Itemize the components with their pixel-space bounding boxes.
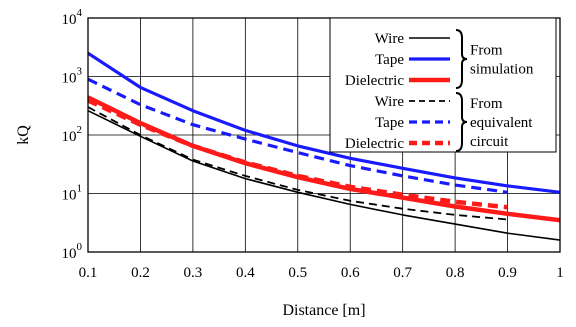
legend-label-tape-circuit: Tape: [375, 115, 404, 131]
legend-entries: Wire Tape Dielectric From simulation Wire Tape…: [345, 29, 534, 152]
legend-group-label-2-line-1: From: [470, 96, 503, 112]
x-tick-label-10: 1: [556, 265, 564, 281]
series-line-wire-circuit: [87, 106, 508, 221]
legend-brace-2: [455, 92, 468, 152]
y-tick-base: 10: [62, 129, 77, 145]
series-line-wire-simulation: [87, 109, 561, 241]
y-tick-exponent: 3: [77, 66, 83, 78]
y-tick-exponent: 4: [77, 7, 83, 19]
x-tick-label-1: 0.1: [79, 265, 98, 281]
legend-label-tape-simulation: Tape: [375, 52, 404, 68]
y-tick-label-2: 101: [62, 183, 83, 204]
y-tick-exponent: 1: [77, 183, 83, 195]
x-tick-label-2: 0.2: [131, 265, 150, 281]
legend-label-wire-simulation: Wire: [375, 31, 405, 47]
y-tick-label-5: 104: [62, 7, 83, 28]
x-tick-label-9: 0.9: [498, 265, 517, 281]
x-tick-label-4: 0.4: [236, 265, 255, 281]
x-tick-labels: 0.1 0.2 0.3 0.4 0.5 0.6 0.7 0.8 0.9 1: [79, 265, 564, 281]
y-tick-label-4: 103: [62, 66, 83, 87]
x-tick-label-6: 0.6: [341, 265, 360, 281]
legend-brace-1: [455, 29, 468, 89]
legend-label-dielectric-simulation: Dielectric: [345, 73, 404, 89]
x-tick-label-5: 0.5: [288, 265, 307, 281]
y-tick-label-3: 102: [62, 124, 83, 145]
series-line-tape-simulation: [87, 51, 561, 194]
legend: Wire Tape Dielectric From simulation Wire Tape…: [329, 17, 557, 153]
y-axis-label: kQ: [15, 125, 32, 145]
legend-label-wire-circuit: Wire: [375, 94, 405, 110]
y-tick-base: 10: [62, 71, 77, 87]
legend-box: [329, 17, 557, 153]
x-axis-label: Distance [m]: [282, 302, 365, 319]
x-tick-label-3: 0.3: [184, 265, 203, 281]
legend-group-label-1-line-2: simulation: [470, 62, 534, 78]
y-tick-exponent: 2: [77, 124, 83, 136]
y-tick-base: 10: [62, 12, 77, 28]
y-tick-exponent: 0: [77, 241, 83, 253]
x-tick-label-8: 0.8: [446, 265, 465, 281]
legend-group-label-2-line-3: circuit: [470, 134, 509, 150]
legend-group-label-1-line-1: From: [470, 43, 503, 59]
series-lines: [87, 51, 561, 241]
y-tick-label-1: 100: [62, 241, 83, 262]
y-tick-base: 10: [62, 188, 77, 204]
y-tick-base: 10: [62, 246, 77, 262]
legend-label-dielectric-circuit: Dielectric: [345, 136, 404, 152]
x-tick-label-7: 0.7: [393, 265, 412, 281]
plot-frame: [87, 17, 561, 253]
legend-group-label-2-line-2: equivalent: [470, 115, 533, 131]
